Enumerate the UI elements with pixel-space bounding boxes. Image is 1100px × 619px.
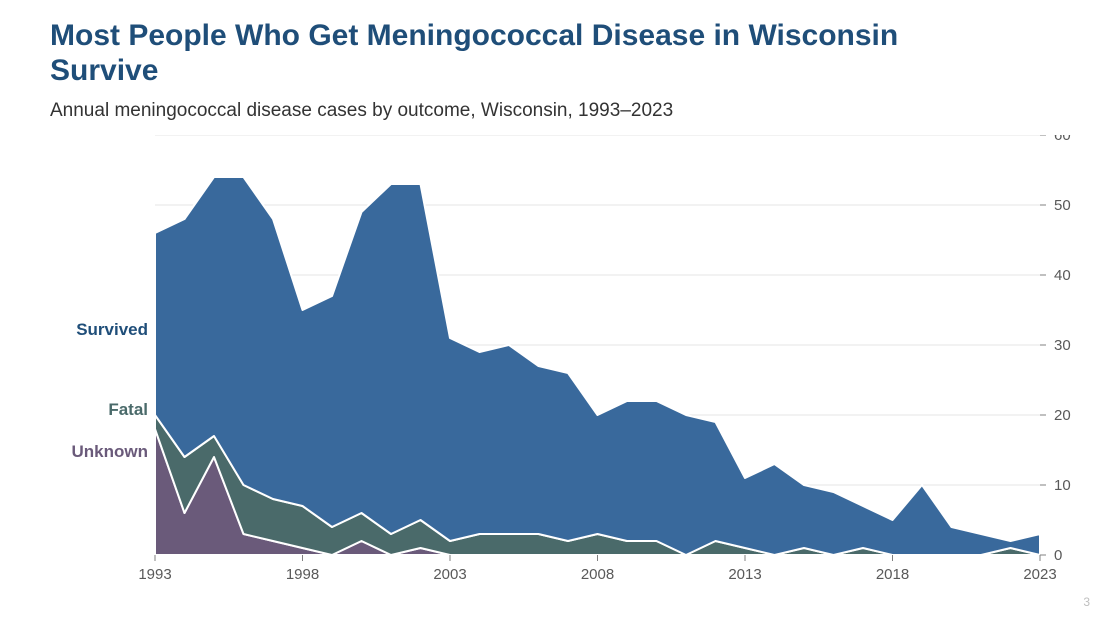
x-tick-label: 2013	[728, 566, 761, 583]
x-tick-label: 2023	[1023, 566, 1056, 583]
y-tick-label: 30	[1054, 337, 1071, 354]
slide-number: 3	[1083, 595, 1090, 609]
y-tick-label: 40	[1054, 267, 1071, 284]
chart-title: Most People Who Get Meningococcal Diseas…	[50, 18, 990, 89]
x-tick-label: 1998	[286, 566, 319, 583]
series-label-survived: Survived	[18, 320, 148, 340]
chart-subtitle: Annual meningococcal disease cases by ou…	[50, 100, 673, 122]
y-tick-label: 60	[1054, 135, 1071, 144]
y-tick-label: 0	[1054, 547, 1062, 564]
y-tick-label: 10	[1054, 477, 1071, 494]
series-label-unknown: Unknown	[18, 442, 148, 462]
area-series-survived	[155, 177, 1040, 555]
series-label-fatal: Fatal	[18, 400, 148, 420]
area-chart-svg: 0 10 20 30 40 50 60 1993 1998 2003 2008 2013 2018 202…	[0, 135, 1100, 605]
x-tick-label: 2018	[876, 566, 909, 583]
y-tick-label: 20	[1054, 407, 1071, 424]
x-tick-label: 2003	[433, 566, 466, 583]
x-tick-label: 1993	[138, 566, 171, 583]
x-tick-label: 2008	[581, 566, 614, 583]
y-tick-label: 50	[1054, 197, 1071, 214]
chart-area: 0 10 20 30 40 50 60 1993 1998 2003 2008 2013 2018 202…	[0, 135, 1100, 605]
